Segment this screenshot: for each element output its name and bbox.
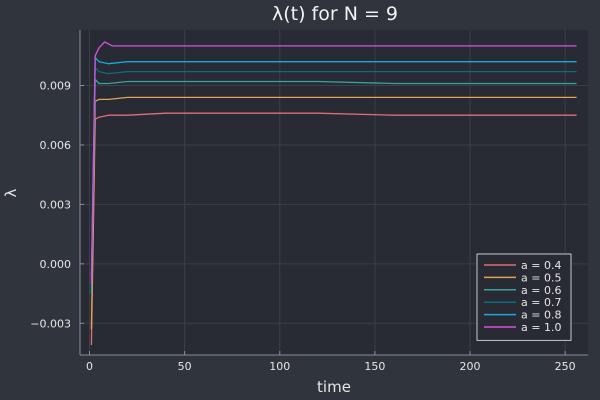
- x-axis-label: time: [317, 378, 351, 396]
- grid: [80, 30, 588, 355]
- legend-box: [476, 253, 572, 341]
- x-tick-label: 150: [364, 360, 385, 373]
- x-tick-label: 50: [178, 360, 192, 373]
- series-line-a-0-6: [90, 78, 577, 294]
- series-line-a-0-5: [90, 96, 577, 330]
- legend-label: a = 0.7: [521, 296, 561, 309]
- y-tick-label: −0.003: [30, 317, 71, 330]
- y-axis-label: λ: [2, 188, 20, 197]
- x-tick-label: 100: [269, 360, 290, 373]
- legend-label: a = 0.5: [521, 271, 561, 284]
- ticks: 0 50 100 150 200 250 −0.003 0.000 0.003 0.006 0.00…: [30, 79, 575, 373]
- y-tick-label: 0.000: [40, 258, 72, 271]
- series-line-a-0-4: [90, 112, 577, 346]
- legend-label: a = 0.4: [521, 259, 561, 272]
- x-tick-label: 200: [460, 360, 481, 373]
- legend: a = 0.4a = 0.5a = 0.6a = 0.7a = 0.8a = 1…: [476, 253, 572, 341]
- legend-label: a = 1.0: [521, 321, 561, 334]
- legend-label: a = 0.8: [521, 309, 561, 322]
- y-tick-label: 0.006: [40, 139, 72, 152]
- series-line-a-0-7: [90, 67, 577, 280]
- y-tick-label: 0.003: [40, 198, 72, 211]
- series-lines: [90, 41, 577, 346]
- y-tick-label: 0.009: [40, 79, 72, 92]
- chart-title: λ(t) for N = 9: [272, 3, 398, 25]
- series-line-a-0-8: [90, 57, 577, 276]
- legend-label: a = 0.6: [521, 284, 561, 297]
- series-line-a-1-0: [90, 41, 577, 284]
- x-tick-label: 0: [86, 360, 93, 373]
- x-tick-label: 250: [555, 360, 576, 373]
